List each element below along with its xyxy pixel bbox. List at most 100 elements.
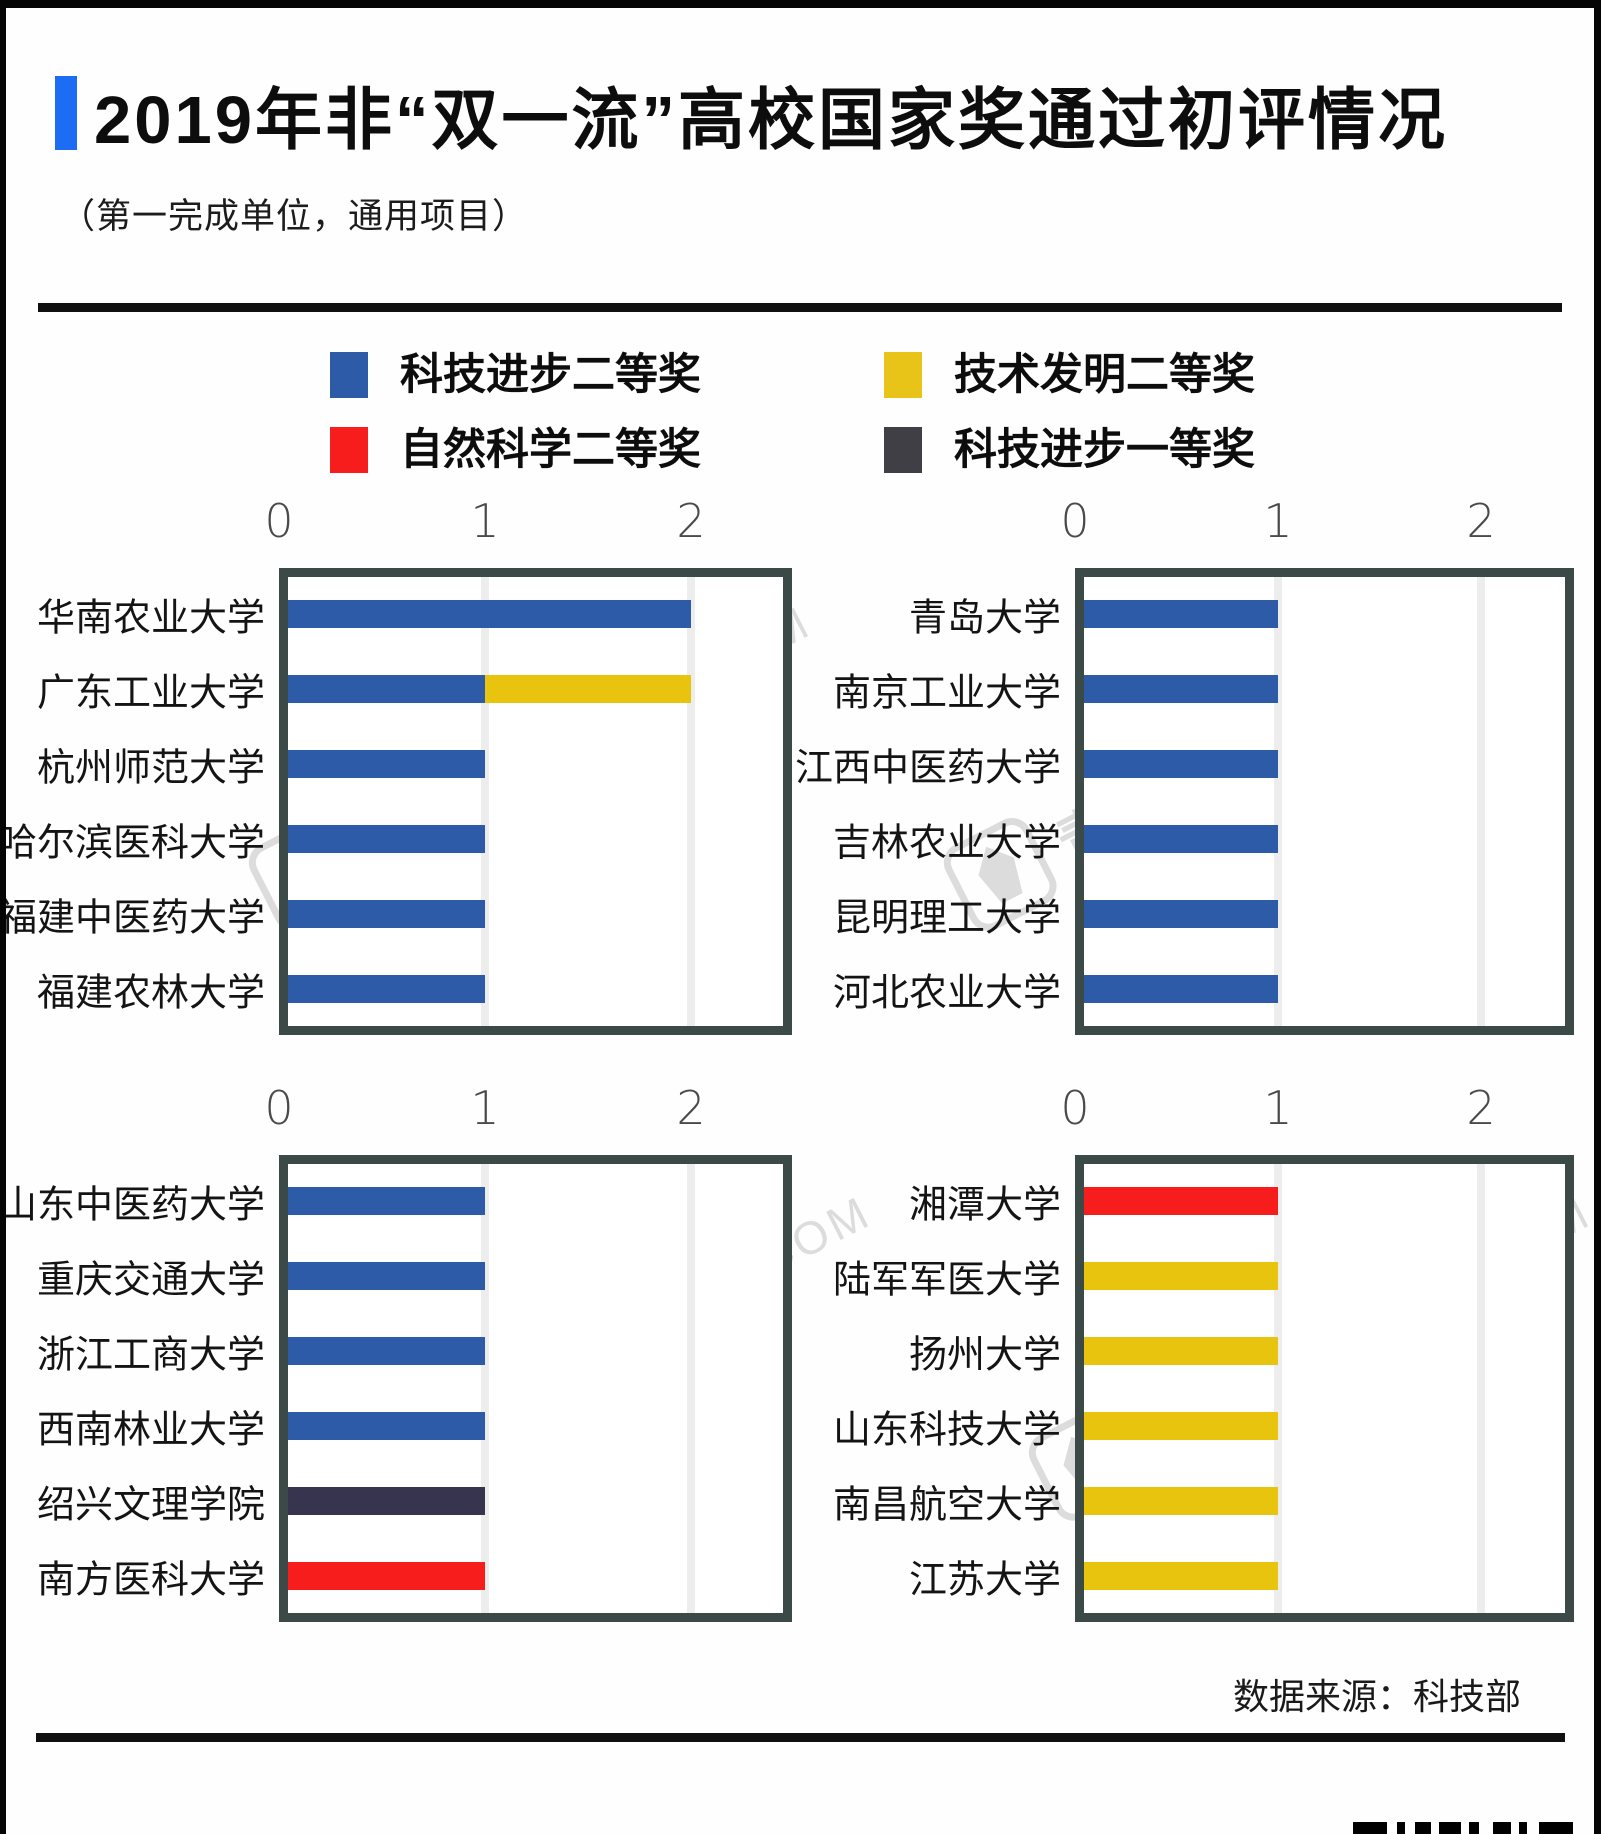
page-border-left <box>0 0 6 1834</box>
qr-module <box>1469 1822 1479 1834</box>
x-axis-tick-label: 1 <box>1263 1081 1293 1135</box>
x-axis-tick-label: 1 <box>470 1081 500 1135</box>
qr-code-fragment <box>1353 1822 1573 1834</box>
x-axis-tick-label: 1 <box>1263 494 1293 548</box>
plot-box <box>279 568 792 1035</box>
qr-module <box>1527 1822 1539 1834</box>
x-axis-tick-label: 0 <box>1060 1081 1090 1135</box>
bar-segment <box>1084 1561 1278 1590</box>
category-label: 福建农林大学 <box>36 972 265 1015</box>
category-label: 扬州大学 <box>908 1334 1061 1377</box>
x-axis-tick-label: 2 <box>676 494 706 548</box>
bar-segment <box>1084 1486 1278 1515</box>
category-label: 吉林农业大学 <box>832 822 1061 865</box>
divider-bottom <box>36 1733 1565 1742</box>
bar-segment <box>288 1486 485 1515</box>
category-label: 绍兴文理学院 <box>36 1484 265 1527</box>
bar-segment <box>485 675 691 704</box>
qr-module <box>1353 1822 1387 1834</box>
category-label: 西南林业大学 <box>36 1409 265 1452</box>
qr-module <box>1387 1822 1397 1834</box>
bar-segment <box>288 750 485 779</box>
qr-module <box>1493 1822 1511 1834</box>
category-label: 湘潭大学 <box>908 1184 1061 1227</box>
category-label: 南京工业大学 <box>832 672 1061 715</box>
bar-segment <box>1084 1337 1278 1366</box>
legend-item-label: 科技进步二等奖 <box>400 351 701 399</box>
bar-segment <box>288 675 485 704</box>
qr-module <box>1439 1822 1461 1834</box>
category-label: 昆明理工大学 <box>832 897 1061 940</box>
plot-box <box>1075 568 1574 1035</box>
plot-box <box>1075 1155 1574 1622</box>
bar-segment <box>288 1187 485 1216</box>
gridline <box>481 577 489 1026</box>
page-border-top <box>0 0 1601 8</box>
divider-top <box>38 303 1562 312</box>
category-label: 陆军军医大学 <box>832 1259 1061 1302</box>
gridline <box>481 1164 489 1613</box>
bar-segment <box>288 1337 485 1366</box>
x-axis-tick-label: 2 <box>1466 494 1496 548</box>
x-axis-tick-label: 0 <box>264 1081 294 1135</box>
qr-module <box>1405 1822 1415 1834</box>
category-label: 浙江工商大学 <box>36 1334 265 1377</box>
qr-module <box>1415 1822 1431 1834</box>
qr-module <box>1461 1822 1469 1834</box>
bar-segment <box>1084 1262 1278 1291</box>
bar-segment <box>288 1561 485 1590</box>
bar-segment <box>288 1411 485 1440</box>
bar-segment <box>288 824 485 853</box>
bar-segment <box>288 974 485 1003</box>
legend-item-label: 科技进步一等奖 <box>954 426 1255 474</box>
title-accent-bar <box>55 76 77 150</box>
bar-segment <box>1084 824 1278 853</box>
legend-swatch <box>884 427 922 473</box>
category-label: 南昌航空大学 <box>832 1484 1061 1527</box>
gridline <box>1477 577 1485 1026</box>
legend-swatch <box>330 427 368 473</box>
gridline <box>1274 577 1282 1026</box>
x-axis-tick-label: 2 <box>1466 1081 1496 1135</box>
category-label: 哈尔滨医科大学 <box>0 822 265 865</box>
category-label: 广东工业大学 <box>36 672 265 715</box>
category-label: 福建中医药大学 <box>0 897 265 940</box>
page-border-right <box>1594 0 1601 1834</box>
x-axis-tick-label: 0 <box>264 494 294 548</box>
bar-segment <box>1084 1187 1278 1216</box>
legend-swatch <box>884 352 922 398</box>
page-title: 2019年非“双一流”高校国家奖通过初评情况 <box>94 83 1449 158</box>
bar-segment <box>1084 600 1278 629</box>
legend-item-label: 技术发明二等奖 <box>954 351 1255 399</box>
category-label: 山东科技大学 <box>832 1409 1061 1452</box>
category-label: 南方医科大学 <box>36 1559 265 1602</box>
category-label: 江苏大学 <box>908 1559 1061 1602</box>
bar-segment <box>288 899 485 928</box>
category-label: 青岛大学 <box>908 597 1061 640</box>
gridline <box>687 577 695 1026</box>
category-label: 杭州师范大学 <box>36 747 265 790</box>
qr-module <box>1479 1822 1493 1834</box>
category-label: 河北农业大学 <box>832 972 1061 1015</box>
legend-item-label: 自然科学二等奖 <box>400 426 701 474</box>
qr-module <box>1511 1822 1519 1834</box>
category-label: 山东中医药大学 <box>0 1184 265 1227</box>
bar-segment <box>288 600 691 629</box>
bar-segment <box>1084 899 1278 928</box>
category-label: 江西中医药大学 <box>794 747 1061 790</box>
gridline <box>1477 1164 1485 1613</box>
x-axis-tick-label: 1 <box>470 494 500 548</box>
plot-box <box>279 1155 792 1622</box>
x-axis-tick-label: 0 <box>1060 494 1090 548</box>
qr-module <box>1539 1822 1573 1834</box>
qr-module <box>1519 1822 1527 1834</box>
page-subtitle: （第一完成单位，通用项目） <box>60 197 529 236</box>
gridline <box>687 1164 695 1613</box>
x-axis-tick-label: 2 <box>676 1081 706 1135</box>
bar-segment <box>1084 1411 1278 1440</box>
qr-module <box>1397 1822 1405 1834</box>
bar-segment <box>288 1262 485 1291</box>
legend-swatch <box>330 352 368 398</box>
data-source-note: 数据来源：科技部 <box>1232 1676 1521 1717</box>
